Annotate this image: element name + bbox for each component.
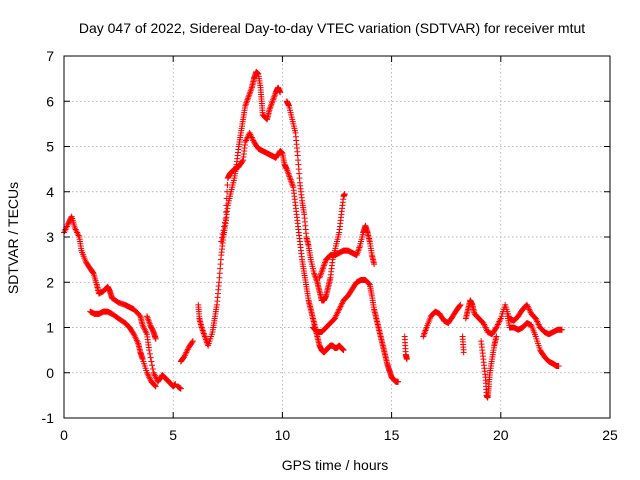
data-point: [130, 330, 137, 337]
data-point: [395, 378, 402, 385]
data-point: [340, 347, 347, 354]
data-point: [224, 181, 231, 188]
data-point: [223, 195, 230, 202]
data-point: [149, 362, 156, 369]
data-point: [239, 158, 246, 165]
data-point: [177, 385, 184, 392]
data-point: [341, 191, 348, 198]
data-point: [218, 234, 225, 241]
data-point: [555, 362, 562, 369]
data-point: [149, 365, 156, 372]
data-point: [222, 209, 229, 216]
y-axis-label: SDTVAR / TECUs: [5, 182, 21, 294]
data-point: [148, 358, 155, 365]
data-point: [152, 383, 159, 390]
data-point: [136, 312, 143, 319]
x-tick-label: 25: [602, 427, 618, 443]
data-points: [61, 68, 565, 401]
x-tick-label: 15: [384, 427, 400, 443]
axis-ticks: 0 5 10 15 20 25 -1 0 1 2 3 4 5 6 7: [42, 48, 618, 443]
data-point: [457, 301, 464, 308]
data-point: [493, 333, 500, 340]
data-point: [146, 347, 153, 354]
y-tick-label: 4: [46, 184, 54, 200]
data-point: [218, 238, 225, 245]
data-point: [492, 325, 499, 332]
data-point: [152, 382, 158, 389]
data-point: [460, 349, 467, 356]
x-tick-label: 20: [493, 427, 509, 443]
x-tick-label: 10: [275, 427, 291, 443]
data-point: [223, 202, 230, 209]
data-point: [277, 89, 284, 96]
y-tick-label: 7: [46, 48, 54, 64]
data-point: [221, 223, 228, 230]
y-tick-label: 2: [46, 274, 54, 290]
data-point: [89, 269, 96, 276]
x-tick-label: 0: [60, 427, 68, 443]
data-point: [147, 354, 154, 361]
plot-frame: [63, 55, 611, 419]
data-point: [456, 302, 463, 309]
y-tick-label: 5: [46, 139, 54, 155]
data-point: [222, 215, 229, 222]
data-point: [152, 335, 159, 342]
chart-title: Day 047 of 2022, Sidereal Day-to-day VTE…: [79, 20, 585, 36]
data-point: [366, 280, 373, 287]
y-tick-label: 1: [46, 320, 54, 336]
y-tick-label: 3: [46, 229, 54, 245]
data-point: [371, 261, 378, 268]
data-point: [189, 338, 196, 345]
y-tick-label: -1: [42, 410, 55, 426]
data-point: [189, 339, 196, 346]
x-tick-label: 5: [169, 427, 177, 443]
y-tick-label: 0: [46, 365, 54, 381]
y-tick-label: 6: [46, 93, 54, 109]
data-point: [146, 350, 153, 357]
data-point: [558, 326, 565, 333]
data-point: [221, 219, 228, 226]
data-point: [224, 188, 231, 195]
data-point: [219, 230, 226, 237]
x-axis-label: GPS time / hours: [282, 457, 389, 473]
data-point: [403, 356, 410, 363]
data-point: [220, 227, 227, 234]
